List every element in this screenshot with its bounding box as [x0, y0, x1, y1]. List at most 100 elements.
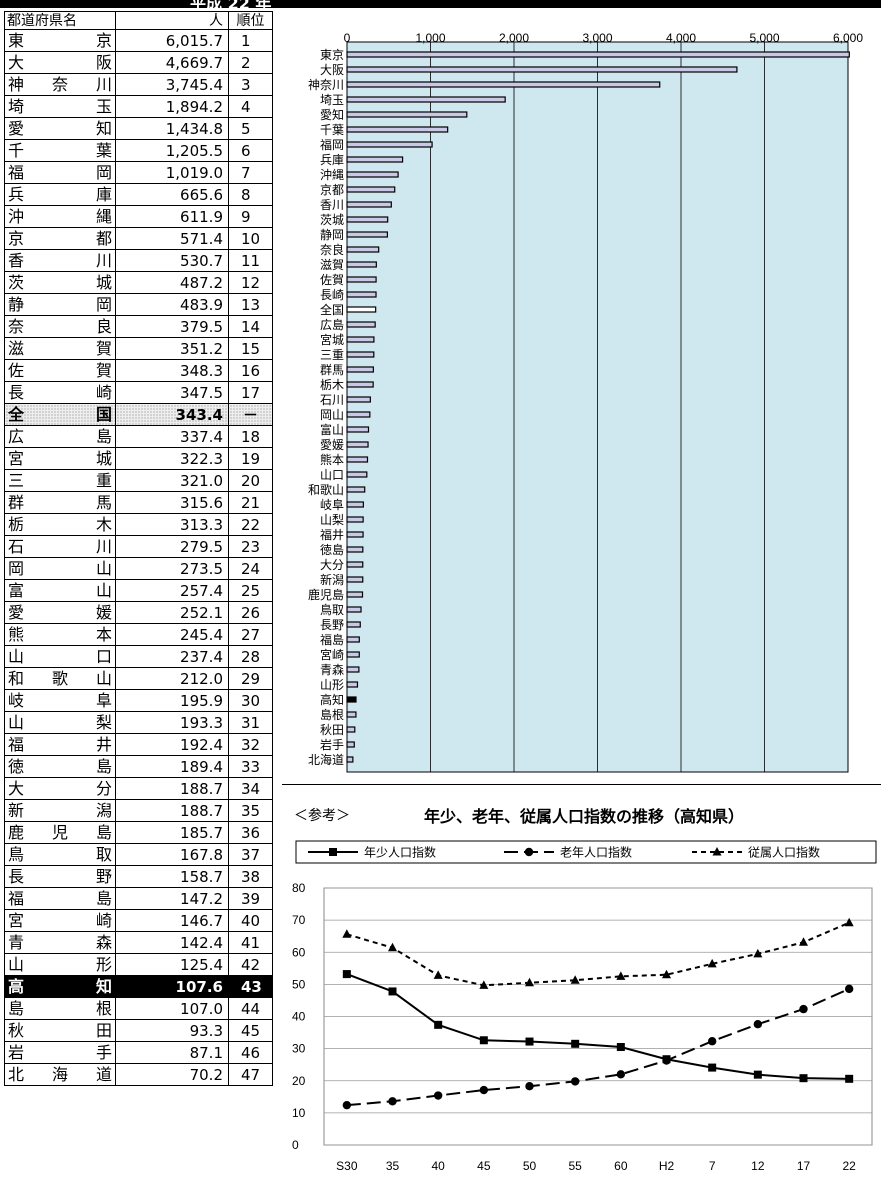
- x-tick-label: 0: [344, 31, 351, 45]
- series-marker: [479, 1036, 488, 1045]
- table-row: 鹿 児 島 185.7 36: [4, 821, 273, 844]
- category-label: 沖縄: [320, 167, 344, 182]
- x-tick-label: 5,000: [749, 31, 779, 45]
- series-marker: [753, 948, 763, 958]
- prefecture-name: 広 島: [4, 425, 116, 448]
- bar: [346, 141, 433, 148]
- prefecture-name: 長 崎: [4, 381, 116, 404]
- prefecture-rank: 40: [228, 909, 273, 932]
- category-label: 和歌山: [308, 482, 344, 497]
- table-row: 鳥 取 167.8 37: [4, 843, 273, 866]
- series-marker: [525, 1037, 534, 1046]
- prefecture-name: 栃 木: [4, 513, 116, 536]
- prefecture-rank: 30: [228, 689, 273, 712]
- bar: [346, 576, 364, 583]
- table-row: 長 野 158.7 38: [4, 865, 273, 888]
- x-tick-label: 60: [614, 1159, 628, 1173]
- bar: [346, 516, 364, 523]
- prefecture-value: 1,205.5: [115, 139, 229, 162]
- bar: [346, 621, 361, 628]
- y-tick-label: 40: [292, 1010, 306, 1024]
- table-row: 石 川 279.5 23: [4, 535, 273, 558]
- series-marker: [342, 1100, 352, 1110]
- x-tick-label: 35: [386, 1159, 400, 1173]
- category-label: 京都: [320, 183, 344, 197]
- table-row: 北 海 道 70.2 47: [4, 1063, 273, 1086]
- prefecture-value: 487.2: [115, 271, 229, 294]
- legend-entry: 従属人口指数: [748, 845, 820, 860]
- bar: [346, 486, 366, 493]
- header-prefecture: 都道府県名: [4, 11, 116, 30]
- prefecture-name: 高 知: [4, 975, 116, 998]
- x-tick-label: 4,000: [666, 31, 696, 45]
- bar: [346, 426, 370, 433]
- series-marker: [524, 847, 534, 857]
- category-label: 埼玉: [320, 93, 344, 107]
- series-marker: [844, 984, 854, 994]
- series-marker: [342, 970, 351, 979]
- category-label: 愛媛: [320, 438, 344, 452]
- category-label: 新潟: [320, 572, 344, 587]
- series-marker: [388, 942, 397, 952]
- category-label: 滋賀: [320, 258, 344, 272]
- prefecture-rank: 18: [228, 425, 273, 448]
- category-label: 群馬: [320, 363, 344, 377]
- series-marker: [570, 1077, 580, 1086]
- prefecture-name: 兵 庫: [4, 183, 116, 206]
- prefecture-value: 483.9: [115, 293, 229, 316]
- series-marker: [479, 1085, 489, 1095]
- legend: [295, 840, 877, 864]
- prefecture-value: 611.9: [115, 205, 229, 228]
- series-line: [346, 973, 850, 1080]
- prefecture-value: 321.0: [115, 469, 229, 492]
- prefecture-name: 新 潟: [4, 799, 116, 822]
- header-value: 人: [115, 11, 229, 30]
- prefecture-rank: 19: [228, 447, 273, 470]
- y-tick-label: 60: [292, 945, 306, 959]
- header-partial-title: 平成 22 年: [190, 0, 271, 8]
- category-label: 岡山: [320, 408, 344, 422]
- table-row: 岡 山 273.5 24: [4, 557, 273, 580]
- prefecture-name: 長 野: [4, 865, 116, 888]
- prefecture-value: 3,745.4: [115, 73, 229, 96]
- series-marker: [434, 1020, 443, 1029]
- prefecture-name: 熊 本: [4, 623, 116, 646]
- prefecture-rank: 47: [228, 1063, 273, 1086]
- prefecture-name: 神 奈 川: [4, 73, 116, 96]
- prefecture-name: 山 形: [4, 953, 116, 976]
- category-label: 茨城: [320, 213, 344, 227]
- category-label: 青森: [320, 662, 344, 677]
- table-row: 新 潟 188.7 35: [4, 799, 273, 822]
- prefecture-rank: 3: [228, 73, 273, 96]
- x-tick-label: 12: [751, 1159, 765, 1173]
- table-row-highlight: 高 知 107.6 43: [4, 975, 273, 998]
- prefecture-value: 167.8: [115, 843, 229, 866]
- x-tick-label: 55: [568, 1159, 582, 1173]
- series-marker: [707, 1037, 717, 1046]
- prefecture-value: 4,669.7: [115, 51, 229, 74]
- series-line: [346, 987, 850, 1107]
- table-row: 福 井 192.4 32: [4, 733, 273, 756]
- prefecture-value: 315.6: [115, 491, 229, 514]
- prefecture-name: 全 国: [4, 403, 116, 426]
- table-row: 岩 手 87.1 46: [4, 1041, 273, 1064]
- prefecture-value: 6,015.7: [115, 29, 229, 52]
- bar: [346, 111, 468, 118]
- category-label: 鳥取: [320, 602, 344, 617]
- prefecture-name: 三 重: [4, 469, 116, 492]
- bar: [346, 546, 364, 553]
- prefecture-value: 185.7: [115, 821, 229, 844]
- series-marker: [845, 1074, 854, 1083]
- category-label: 愛知: [320, 108, 344, 122]
- prefecture-value: 348.3: [115, 359, 229, 382]
- line-chart-panel: ＜参考＞ 年少、老年、従属人口指数の推移（高知県） 年少人口指数 老年人口指数 従属人口…: [282, 784, 881, 1198]
- prefecture-value: 195.9: [115, 689, 229, 712]
- table-row: 奈 良 379.5 14: [4, 315, 273, 338]
- category-label: 長崎: [320, 288, 344, 302]
- bar: [346, 171, 399, 178]
- prefecture-value: 107.6: [115, 975, 229, 998]
- prefecture-rank: 15: [228, 337, 273, 360]
- table-row: 山 形 125.4 42: [4, 953, 273, 976]
- line-chart-title: 年少、老年、従属人口指数の推移（高知県）: [424, 807, 744, 826]
- prefecture-value: 252.1: [115, 601, 229, 624]
